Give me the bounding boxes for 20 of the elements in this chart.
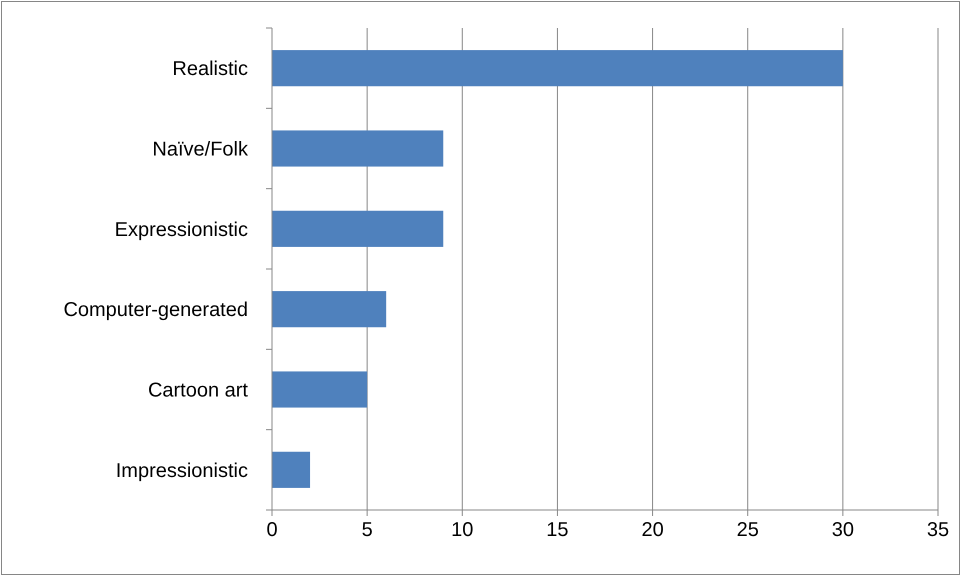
- bar: [272, 291, 386, 328]
- bar: [272, 210, 444, 247]
- bar: [272, 371, 368, 408]
- bar: [272, 452, 310, 488]
- x-tick-label: 5: [362, 519, 373, 542]
- y-tick-label: Computer-generated: [63, 299, 248, 322]
- y-tick-label: Cartoon art: [148, 380, 248, 402]
- x-tick-label: 10: [451, 519, 474, 542]
- x-tick-label: 15: [546, 519, 569, 542]
- y-tick-label: Naïve/Folk: [152, 138, 249, 160]
- bar: [272, 130, 444, 167]
- x-tick-label: 35: [926, 519, 950, 542]
- bar: [272, 50, 843, 86]
- y-tick-label: Impressionistic: [116, 460, 248, 482]
- y-tick-label: Expressionistic: [114, 218, 248, 241]
- y-tick-label: Realistic: [172, 58, 248, 80]
- x-tick-label: 0: [266, 519, 278, 542]
- x-tick-label: 30: [832, 519, 854, 542]
- x-tick-label: 20: [641, 519, 664, 542]
- x-tick-label: 25: [736, 519, 759, 542]
